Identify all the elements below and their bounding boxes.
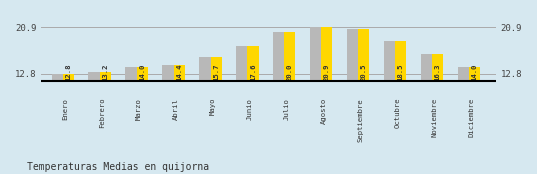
Text: 15.7: 15.7	[213, 63, 219, 81]
Text: 14.0: 14.0	[139, 63, 145, 81]
Bar	[199, 57, 220, 81]
Bar	[395, 41, 407, 81]
Bar	[162, 65, 183, 81]
Bar	[321, 27, 332, 81]
Bar	[432, 54, 443, 81]
Text: 18.5: 18.5	[398, 63, 404, 81]
Bar	[100, 72, 111, 81]
Text: 16.3: 16.3	[434, 63, 441, 81]
Text: 20.0: 20.0	[287, 63, 293, 81]
Bar	[273, 32, 293, 81]
Bar	[52, 74, 72, 81]
Bar	[310, 27, 330, 81]
Bar	[236, 46, 257, 81]
Bar	[173, 65, 185, 81]
Text: 13.2: 13.2	[102, 63, 108, 81]
Text: 14.0: 14.0	[471, 63, 477, 81]
Bar	[211, 57, 222, 81]
Bar	[469, 67, 480, 81]
Text: 12.8: 12.8	[66, 63, 71, 81]
Bar	[136, 67, 148, 81]
Bar	[125, 67, 146, 81]
Bar	[248, 46, 258, 81]
Text: 17.6: 17.6	[250, 63, 256, 81]
Bar	[285, 32, 295, 81]
Bar	[458, 67, 478, 81]
Bar	[358, 29, 369, 81]
Text: 20.9: 20.9	[324, 63, 330, 81]
Bar	[89, 72, 109, 81]
Bar	[384, 41, 404, 81]
Text: Temperaturas Medias en quijorna: Temperaturas Medias en quijorna	[27, 162, 209, 172]
Text: 14.4: 14.4	[176, 63, 182, 81]
Bar	[347, 29, 367, 81]
Text: 20.5: 20.5	[361, 63, 367, 81]
Bar	[421, 54, 441, 81]
Bar	[63, 74, 74, 81]
